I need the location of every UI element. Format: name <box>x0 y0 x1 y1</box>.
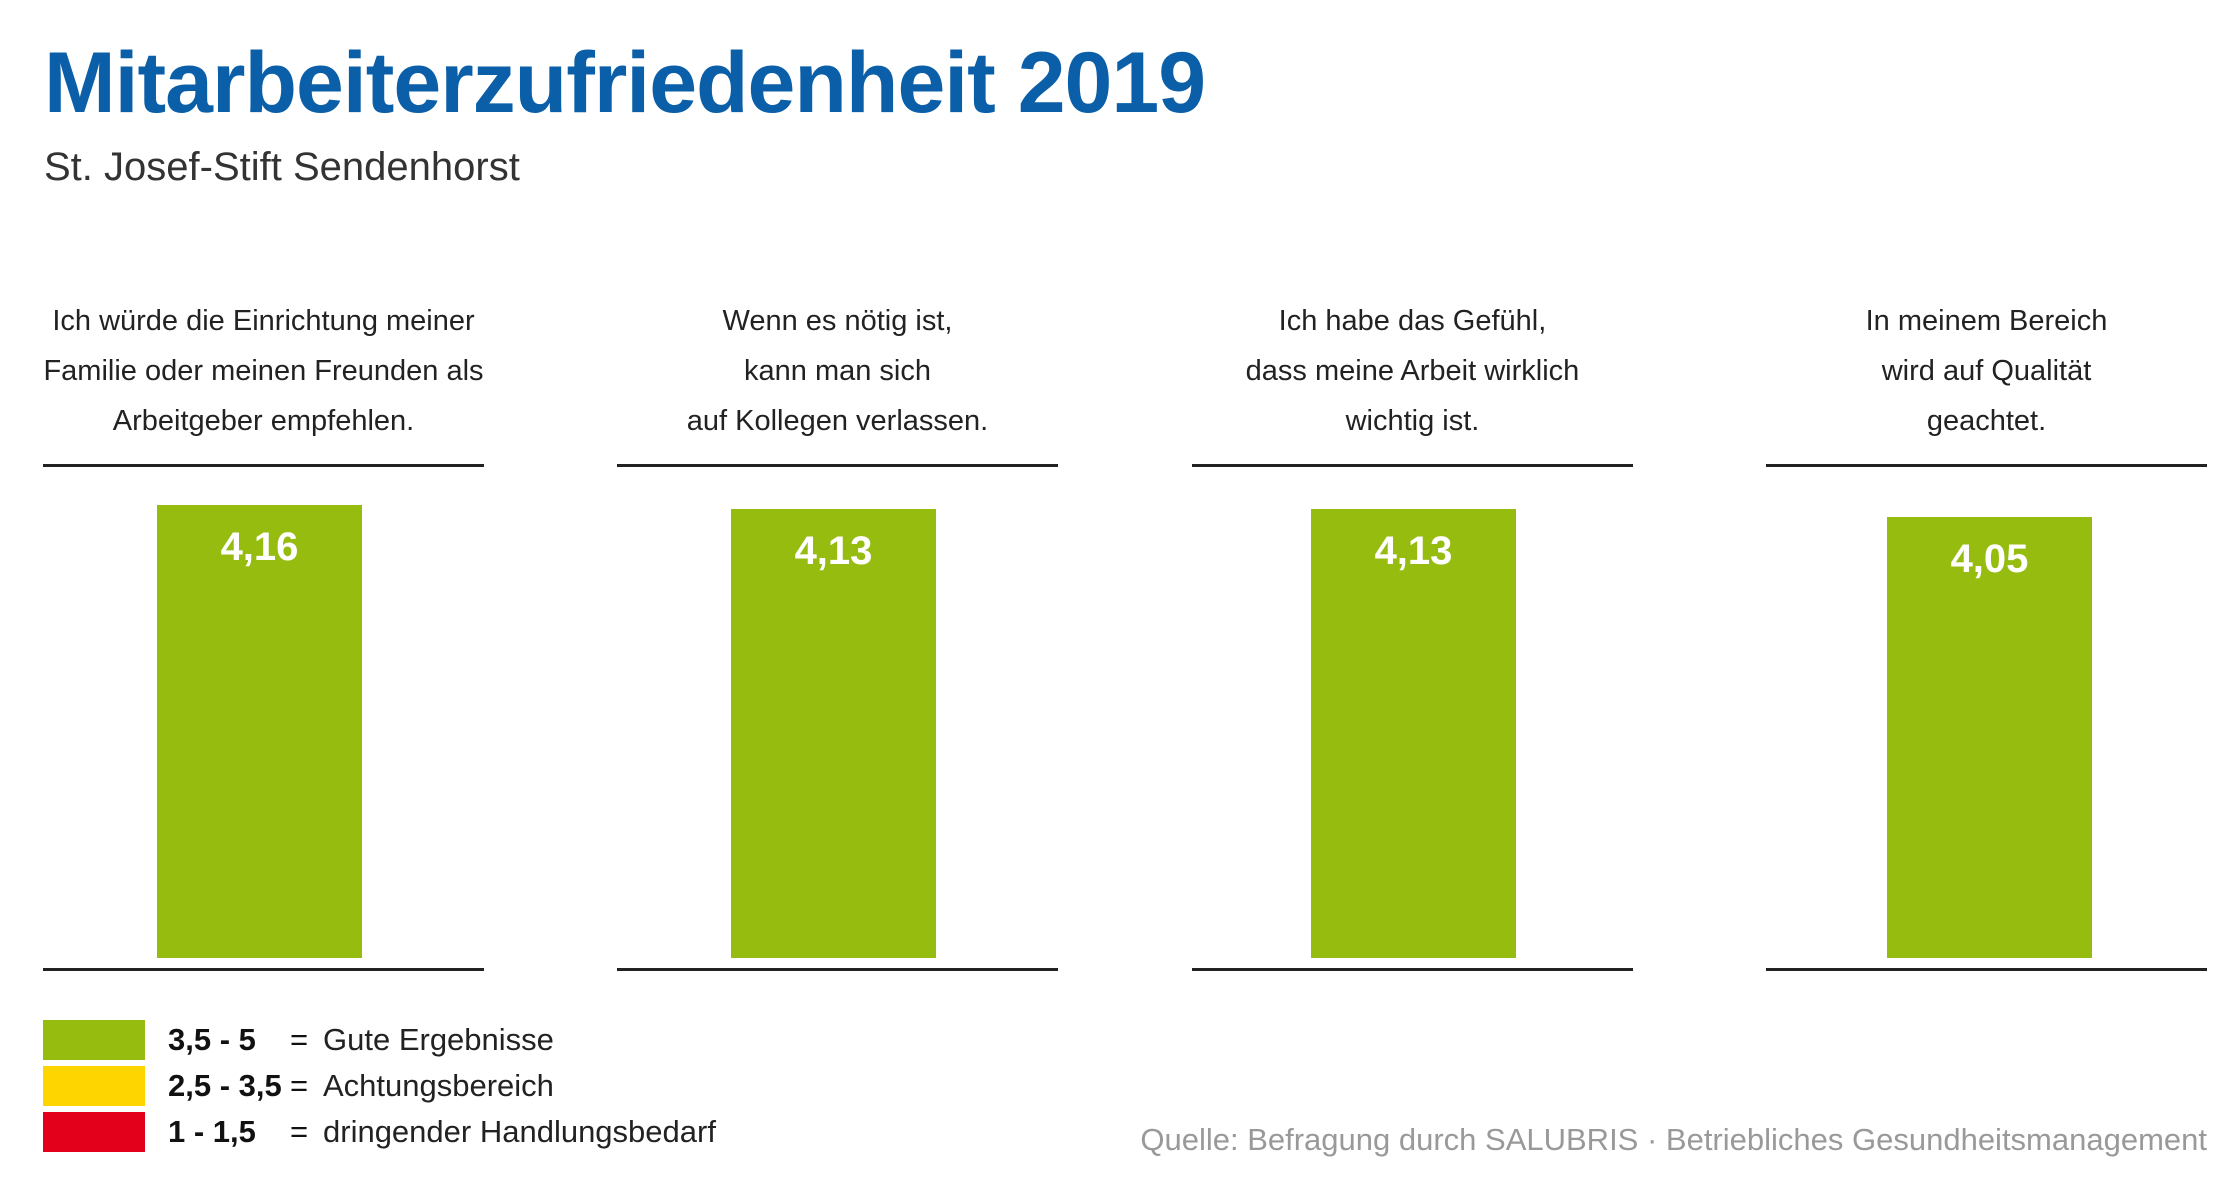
legend-swatch-urgent <box>43 1112 145 1152</box>
category-label: Wenn es nötig ist, kann man sich auf Kolle… <box>617 296 1058 446</box>
bar <box>157 505 362 958</box>
bar-value-label: 4,16 <box>220 525 299 570</box>
category-label: In meinem Bereich wird auf Qualität geacht… <box>1766 296 2207 446</box>
bar <box>1311 508 1516 958</box>
source-note: Quelle: Befragung durch SALUBRIS · Betri… <box>1140 1122 2207 1157</box>
bar-value-label: 4,13 <box>1374 528 1453 573</box>
legend-equals: = <box>290 1114 309 1149</box>
bar-value-label: 4,13 <box>794 528 873 573</box>
category-label-line: dass meine Arbeit wirklich <box>1245 355 1580 387</box>
legend-range-warning: 2,5 - 3,5 <box>168 1068 282 1103</box>
category-label-line: Familie oder meinen Freunden als <box>43 355 484 387</box>
category-label-line: wichtig ist. <box>1345 405 1480 437</box>
category-label: Ich habe das Gefühl, dass meine Arbeit wi… <box>1192 296 1633 446</box>
chart-title: Mitarbeiterzufriedenheit 2019 <box>44 35 1206 131</box>
baseline <box>1192 968 1633 971</box>
category-label-line: In meinem Bereich <box>1865 305 2108 337</box>
top-divider <box>1192 464 1633 467</box>
category-label-line: wird auf Qualität <box>1881 355 2092 387</box>
legend-swatch-warning <box>43 1066 145 1106</box>
category-label-line: geachtet. <box>1926 405 2047 437</box>
category-label: Ich würde die Einrichtung meiner Familie … <box>43 296 484 446</box>
legend-equals: = <box>290 1068 309 1103</box>
bar <box>1887 517 2092 958</box>
category-label-line: auf Kollegen verlassen. <box>686 405 989 437</box>
category-label-line: Arbeitgeber empfehlen. <box>112 405 415 437</box>
category-label-line: Ich würde die Einrichtung meiner <box>52 305 475 337</box>
category-label-line: Wenn es nötig ist, <box>722 305 953 337</box>
legend-label-good: Gute Ergebnisse <box>323 1022 554 1057</box>
legend-range-good: 3,5 - 5 <box>168 1022 256 1057</box>
top-divider <box>1766 464 2207 467</box>
baseline <box>1766 968 2207 971</box>
top-divider <box>617 464 1058 467</box>
category-label-line: Ich habe das Gefühl, <box>1278 305 1547 337</box>
bar <box>731 508 936 958</box>
legend-label-urgent: dringender Handlungsbedarf <box>323 1114 716 1149</box>
legend-swatch-good <box>43 1020 145 1060</box>
legend-range-urgent: 1 - 1,5 <box>168 1114 256 1149</box>
chart-subtitle: St. Josef-Stift Sendenhorst <box>44 145 520 189</box>
bar-value-label: 4,05 <box>1950 537 2029 582</box>
category-label-line: kann man sich <box>744 355 931 387</box>
legend-label-warning: Achtungsbereich <box>323 1068 554 1103</box>
top-divider <box>43 464 484 467</box>
baseline <box>43 968 484 971</box>
legend-equals: = <box>290 1022 309 1057</box>
baseline <box>617 968 1058 971</box>
